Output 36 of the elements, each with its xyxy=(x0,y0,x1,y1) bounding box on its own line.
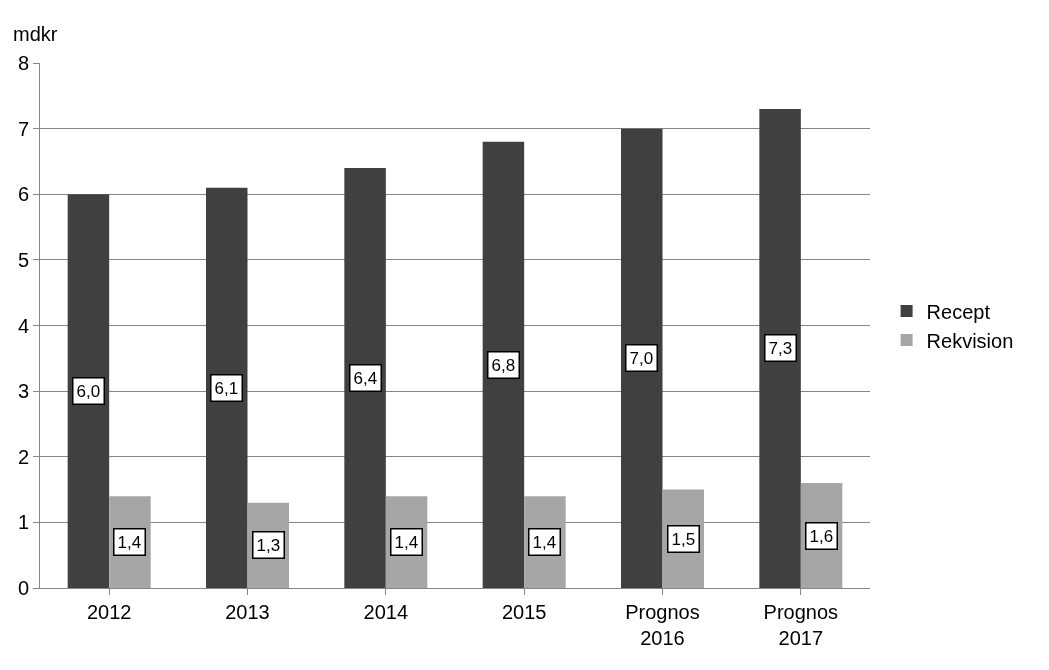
x-tick-label: 2015 xyxy=(501,601,547,623)
y-tick-label: 6 xyxy=(17,183,29,206)
y-axis-title: mdkr xyxy=(13,23,58,45)
legend-label: Rekvision xyxy=(926,329,1014,352)
y-tick-label: 5 xyxy=(17,248,29,271)
bar xyxy=(344,168,386,588)
data-label: 1,6 xyxy=(809,526,834,546)
bar xyxy=(482,141,525,588)
y-tick-label: 8 xyxy=(17,52,29,74)
data-label: 6,4 xyxy=(353,368,378,388)
x-tick-label: 2013 xyxy=(225,601,270,623)
data-label: 1,4 xyxy=(117,532,142,552)
x-tick-label: 2012 xyxy=(86,601,132,623)
legend-label: Recept xyxy=(926,300,991,323)
y-tick-label: 0 xyxy=(17,577,29,599)
data-label: 6,0 xyxy=(76,381,101,401)
data-label: 1,4 xyxy=(532,532,557,552)
data-label: 1,3 xyxy=(256,535,281,555)
x-tick-label: Prognos 2017 xyxy=(763,601,839,649)
data-label: 1,5 xyxy=(671,529,696,549)
bar xyxy=(621,128,663,588)
bar xyxy=(759,108,801,588)
data-label: 7,0 xyxy=(629,348,654,368)
data-label: 1,4 xyxy=(394,532,419,552)
bar xyxy=(67,194,110,588)
x-tick-label: Prognos 2016 xyxy=(625,601,700,649)
data-label: 6,1 xyxy=(214,378,239,398)
y-tick-label: 1 xyxy=(17,511,29,534)
y-tick-label: 7 xyxy=(17,117,29,140)
y-tick-label: 2 xyxy=(17,445,29,468)
y-tick-label: 3 xyxy=(17,380,29,403)
bar xyxy=(206,187,248,588)
data-label: 7,3 xyxy=(768,338,793,358)
data-label: 6,8 xyxy=(491,355,516,375)
y-tick-label: 4 xyxy=(17,314,29,337)
x-tick-label: 2014 xyxy=(363,601,409,623)
